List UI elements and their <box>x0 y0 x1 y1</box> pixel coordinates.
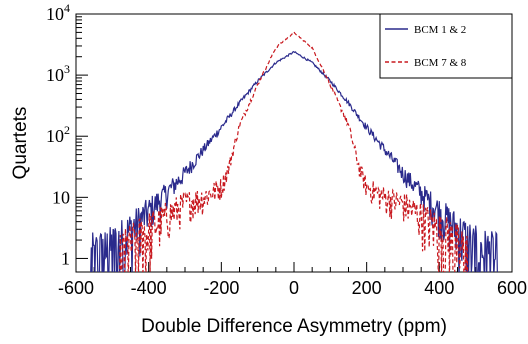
y-tick-label: 1 <box>61 248 70 268</box>
y-tick-exponent: 2 <box>64 123 70 137</box>
legend: BCM 1 & 2 BCM 7 & 8 <box>379 13 513 79</box>
x-tick-label: 200 <box>352 278 382 298</box>
x-tick-label: -200 <box>203 278 239 298</box>
x-tick-label: 400 <box>424 278 454 298</box>
x-tick-label: 0 <box>289 278 299 298</box>
legend-label-bcm-1-2: BCM 1 & 2 <box>414 24 466 36</box>
y-axis-label: Quartets <box>10 107 31 180</box>
y-tick-base: 1 <box>61 248 70 268</box>
y-tick-exponent: 3 <box>64 62 70 76</box>
y-tick-label: 103 <box>46 62 70 85</box>
y-tick-exponent: 4 <box>64 1 70 15</box>
x-tick-label: -400 <box>131 278 167 298</box>
series-line-bcm-1-2 <box>90 50 498 272</box>
y-tick-base: 10 <box>52 187 70 207</box>
y-tick-label: 10 <box>52 187 70 207</box>
y-tick-base: 10 <box>46 4 64 24</box>
legend-label-bcm-7-8: BCM 7 & 8 <box>414 57 467 69</box>
y-tick-label: 104 <box>46 1 70 24</box>
x-axis-label: Double Difference Asymmetry (ppm) <box>141 316 447 337</box>
x-tick-label: 600 <box>497 278 527 298</box>
legend-box <box>379 13 513 79</box>
x-axis-ticks: -600 -400 -200 0 200 400 600 <box>58 262 527 298</box>
x-tick-label: -600 <box>58 278 94 298</box>
series-line-bcm-7-8 <box>119 30 469 272</box>
plot-area <box>90 30 498 272</box>
y-tick-base: 10 <box>46 65 64 85</box>
y-tick-label: 102 <box>46 123 70 146</box>
y-tick-base: 10 <box>46 126 64 146</box>
